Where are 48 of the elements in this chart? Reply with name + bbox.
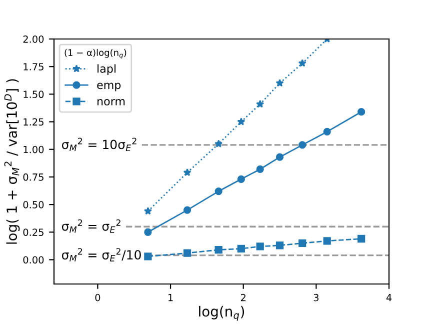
point [237,118,246,126]
x-tick-label: 4 [386,294,392,302]
point [358,108,366,116]
point [214,140,223,148]
point [214,187,222,196]
x-tick-label: 2 [240,294,246,302]
annotation: σ$_{M}$$^{2}$ = σ$_{E}$$^{2}$/10 [62,248,141,262]
legend-title: (1 − α)log(n$_{q}$) [64,49,126,59]
point [144,206,152,215]
x-tick-label: 0 [95,294,100,302]
y-tick-label: 0.75 [23,173,44,181]
point [256,165,264,174]
point [298,59,306,67]
x-tick-label: 1 [168,294,173,302]
point [276,153,284,161]
y-tick-label: 0.00 [23,256,44,264]
y-tick-label: 1.00 [24,146,44,154]
point [144,252,152,260]
legend-label: emp [97,82,121,92]
point [276,242,284,250]
point [256,242,264,250]
point [214,246,222,254]
legend-label: lapl [98,64,116,75]
point [358,234,366,243]
legend-label: norm [98,99,125,106]
y-tick-label: 2.00 [23,35,44,43]
y-tick-label: 0.25 [23,228,44,236]
point [237,244,245,253]
y-tick-label: 1.75 [24,63,44,70]
annotation: σ$_{M}$$^{2}$ = σ$_{E}$$^{2}$ [62,219,120,233]
point [298,239,306,247]
annotation: σ$_{M}$$^{2}$ = 10σ$_{E}$$^{2}$ [62,138,136,152]
point [183,206,192,214]
point [298,141,306,149]
point [183,249,192,257]
point [323,237,331,245]
x-axis-title: log(n$_{q}$) [199,306,244,321]
point [237,175,245,183]
y-axis-title: log( 1 + σ$_{M}$$^{2}$ / var[10$^{D}$] ) [4,79,20,244]
y-tick-label: 1.50 [24,90,44,98]
point [323,128,331,136]
y-tick-label: 1.25 [24,118,44,126]
point [144,228,152,236]
y-tick-label: 0.50 [23,201,44,208]
point [183,168,192,176]
point [256,100,264,108]
x-tick-label: 3 [314,294,318,302]
point [276,78,284,87]
